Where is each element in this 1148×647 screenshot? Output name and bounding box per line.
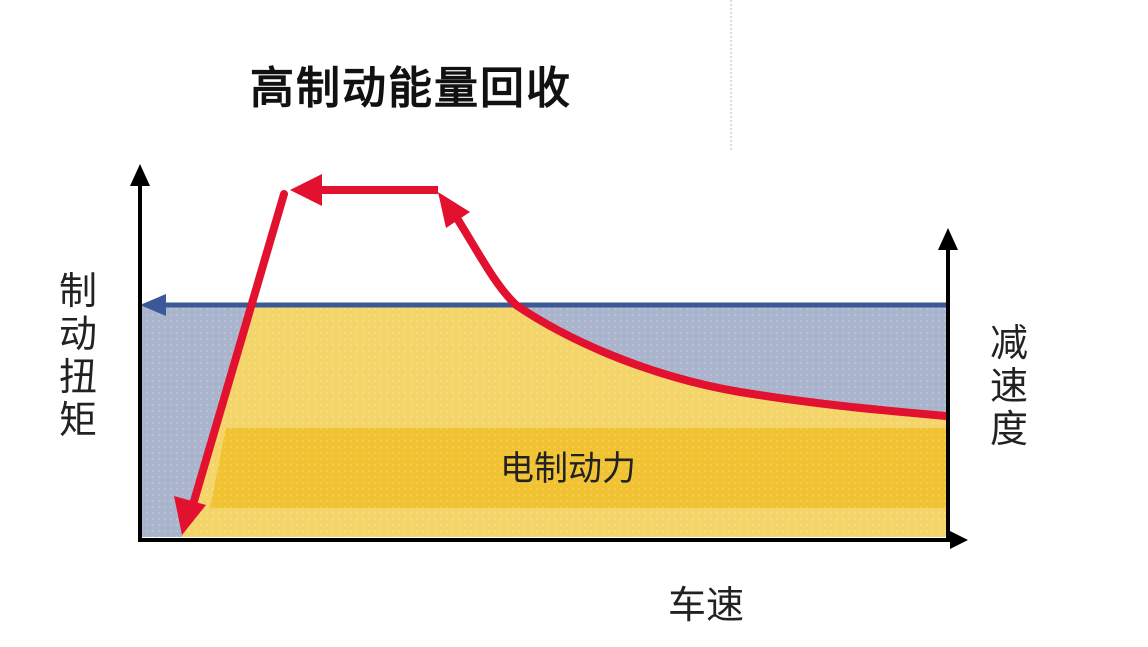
arrow-left-icon: [140, 294, 166, 316]
diagram-title: 高制动能量回收: [250, 63, 572, 114]
red-descent-line: [188, 190, 288, 512]
y-axis-left-label: 制动扭矩: [58, 269, 97, 442]
arrow-up-icon: [130, 164, 150, 186]
texture-overlay: [140, 305, 946, 537]
x-axis-label: 车速: [668, 583, 745, 627]
arrow-up-icon: [938, 228, 958, 250]
dotted-divider: [730, 0, 732, 150]
arrow-right-icon: [950, 531, 968, 549]
arrow-left-icon: [290, 174, 322, 206]
y-axis-right-label: 减速度: [989, 321, 1028, 451]
electric-braking-label: 电制动力: [500, 449, 636, 489]
arrow-down-icon: [174, 496, 206, 535]
arrow-up-left-icon: [438, 192, 470, 228]
red-braking-curve: [451, 211, 950, 420]
